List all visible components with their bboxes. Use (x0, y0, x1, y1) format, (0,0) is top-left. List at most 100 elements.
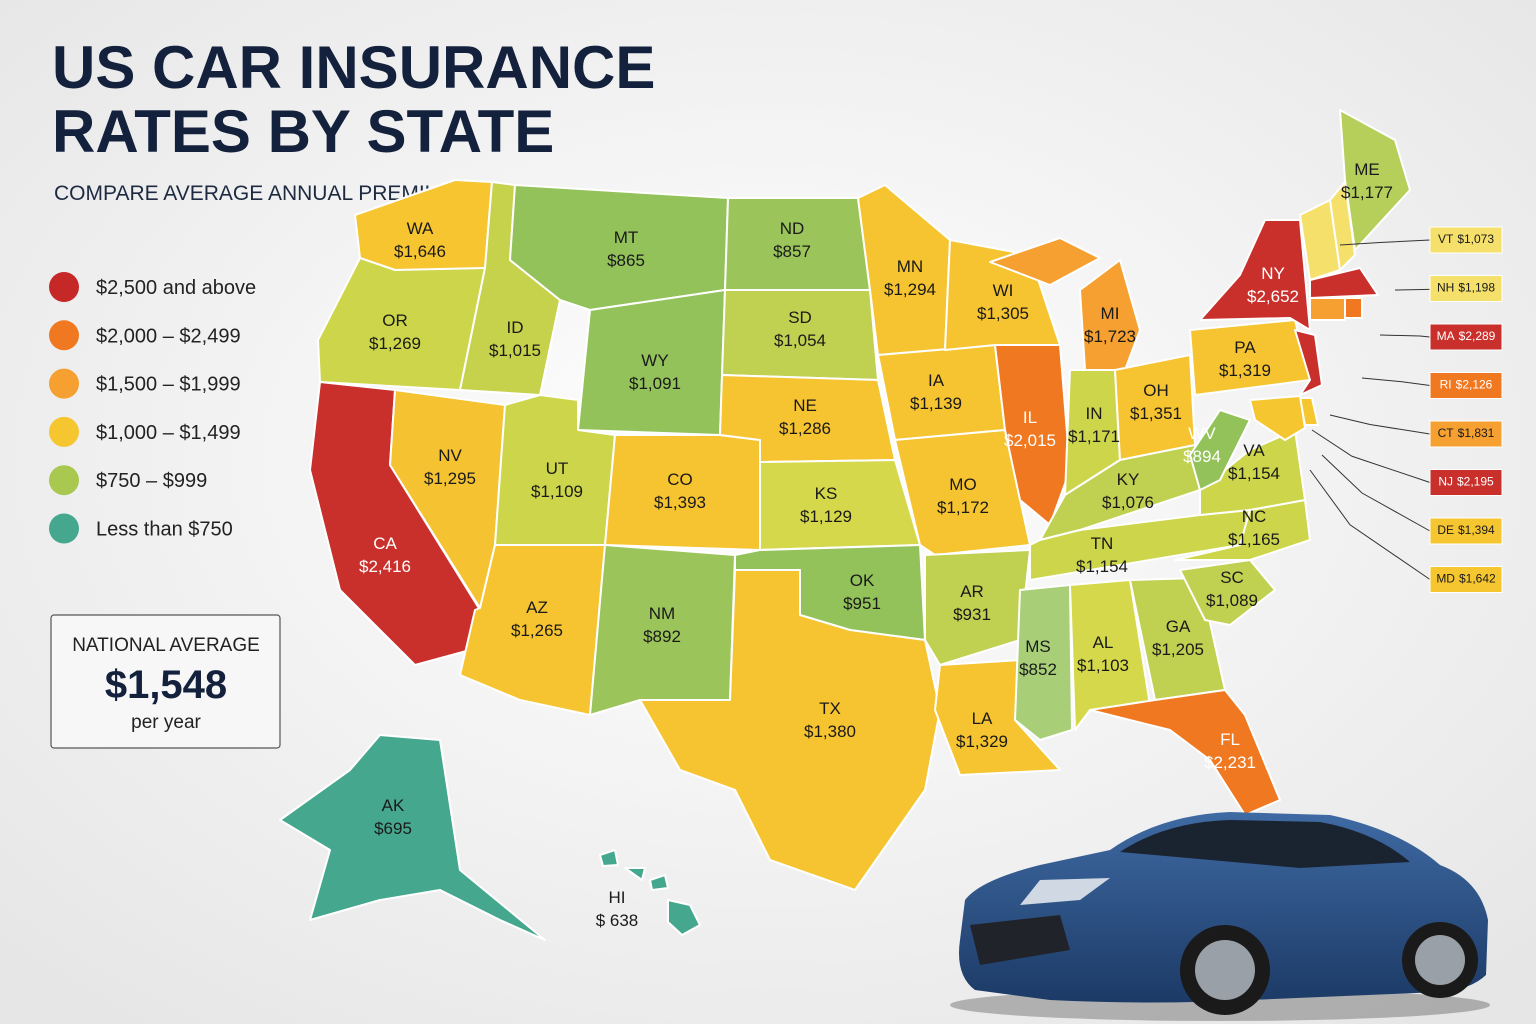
callout-label: CT $1,831 (1438, 426, 1495, 440)
state-premium: $892 (643, 627, 681, 646)
state-abbr: MT (614, 228, 639, 247)
state-shape (894, 429, 1031, 556)
state-premium: $857 (773, 242, 811, 261)
state-abbr: TX (819, 699, 841, 718)
state-premium: $1,294 (884, 280, 936, 299)
state-shape (1309, 297, 1346, 321)
state-shape (1249, 395, 1306, 441)
state-premium: $1,139 (910, 394, 962, 413)
callout-premium: $1,198 (1458, 281, 1495, 295)
state-shape (877, 344, 1006, 441)
state-shape (667, 899, 701, 936)
state-abbr: OR (382, 311, 408, 330)
legend-label: $2,000 – $2,499 (96, 325, 241, 347)
callout-box (1429, 420, 1503, 448)
state-shape (649, 874, 669, 891)
callout-label: NH $1,198 (1437, 281, 1495, 295)
state-abbr: CO (667, 470, 693, 489)
state-shape (1014, 584, 1073, 741)
state-premium: $931 (953, 605, 991, 624)
legend-swatch (49, 368, 79, 399)
title: RATES BY STATE (52, 98, 554, 165)
callout-abbr: MA (1437, 329, 1455, 343)
legend-swatch (49, 513, 79, 544)
legend-label: $2,500 and above (96, 277, 256, 299)
callout-box (1429, 469, 1503, 496)
state-shape (1089, 689, 1281, 816)
state-abbr: TN (1091, 534, 1114, 553)
legend-swatch (49, 320, 79, 351)
callout-abbr: VT (1438, 232, 1454, 246)
callout-box (1429, 517, 1503, 545)
state-abbr: LA (972, 709, 993, 728)
state-abbr: WY (641, 351, 668, 370)
state-premium: $2,231 (1204, 753, 1256, 772)
callout-line (1311, 429, 1431, 483)
car-rim (1195, 940, 1255, 1000)
state-abbr: AR (960, 582, 984, 601)
legend-label: $1,000 – $1,499 (96, 422, 241, 444)
state-premium: $1,205 (1152, 640, 1204, 659)
state-premium: $1,103 (1077, 656, 1129, 675)
state-abbr: VA (1243, 441, 1265, 460)
state-abbr: AZ (526, 598, 548, 617)
state-premium: $2,652 (1247, 287, 1299, 306)
state-premium: $1,177 (1341, 183, 1393, 202)
map: WA $1,646 OR $1,269 CA $2,416 NV $1,295 ID $1,015… (279, 109, 1503, 941)
callout-label: VT $1,073 (1438, 232, 1494, 246)
callout-box (1429, 323, 1503, 351)
callout-box (1429, 226, 1503, 254)
callout-line (1379, 334, 1431, 338)
car-headlight (1020, 878, 1110, 905)
state-premium: $1,054 (774, 331, 826, 350)
state-premium: $1,154 (1228, 464, 1280, 483)
state-abbr: NV (438, 446, 462, 465)
state-premium: $865 (607, 251, 645, 270)
legend: $2,500 and above $2,000 – $2,499 $1,500 – … (49, 272, 256, 544)
callout-premium: $2,126 (1456, 378, 1493, 392)
state-abbr: MS (1025, 637, 1051, 656)
state-abbr: HI (609, 888, 626, 907)
callout-box (1429, 372, 1503, 399)
state-premium: $951 (843, 594, 881, 613)
state-shape (1199, 429, 1306, 516)
state-premium: $1,129 (800, 507, 852, 526)
legend-swatch (49, 272, 79, 302)
state-abbr: UT (546, 459, 569, 478)
state-shape (639, 569, 941, 891)
callout-line (1361, 377, 1431, 386)
state-premium: $852 (1019, 660, 1057, 679)
state-abbr: ID (507, 318, 524, 337)
callout-premium: $2,289 (1459, 329, 1496, 343)
state-premium: $1,076 (1102, 493, 1154, 512)
state-premium: $1,089 (1206, 591, 1258, 610)
callout-label: RI $2,126 (1440, 378, 1493, 392)
state-shape (624, 867, 646, 881)
callout-line (1339, 239, 1431, 246)
unit: per year (131, 712, 201, 733)
state-premium: $2,015 (1004, 431, 1056, 450)
callout-premium: $2,195 (1457, 475, 1494, 489)
state-shape (1344, 297, 1363, 319)
state-abbr: SC (1220, 568, 1244, 587)
state-abbr: CA (373, 534, 397, 553)
callout-abbr: NH (1437, 281, 1454, 295)
callout-premium: $1,073 (1457, 232, 1494, 246)
state-premium: $894 (1183, 447, 1221, 466)
state-shape (989, 237, 1101, 286)
state-premium: $1,154 (1076, 557, 1128, 576)
state-shape (1079, 259, 1141, 371)
state-premium: $1,295 (424, 469, 476, 488)
state-abbr: IN (1086, 404, 1103, 423)
car-rim (1415, 935, 1465, 985)
callout-premium: $1,831 (1458, 426, 1495, 440)
callout-premium: $1,394 (1458, 523, 1495, 537)
car-grille (970, 915, 1070, 965)
state-abbr: ND (780, 219, 805, 238)
state-premium: $1,015 (489, 341, 541, 360)
state-premium: $1,171 (1068, 427, 1120, 446)
state-premium: $1,380 (804, 722, 856, 741)
state-premium: $1,172 (937, 498, 989, 517)
callout-abbr: NJ (1438, 475, 1453, 489)
callout-label: NJ $2,195 (1438, 475, 1494, 489)
